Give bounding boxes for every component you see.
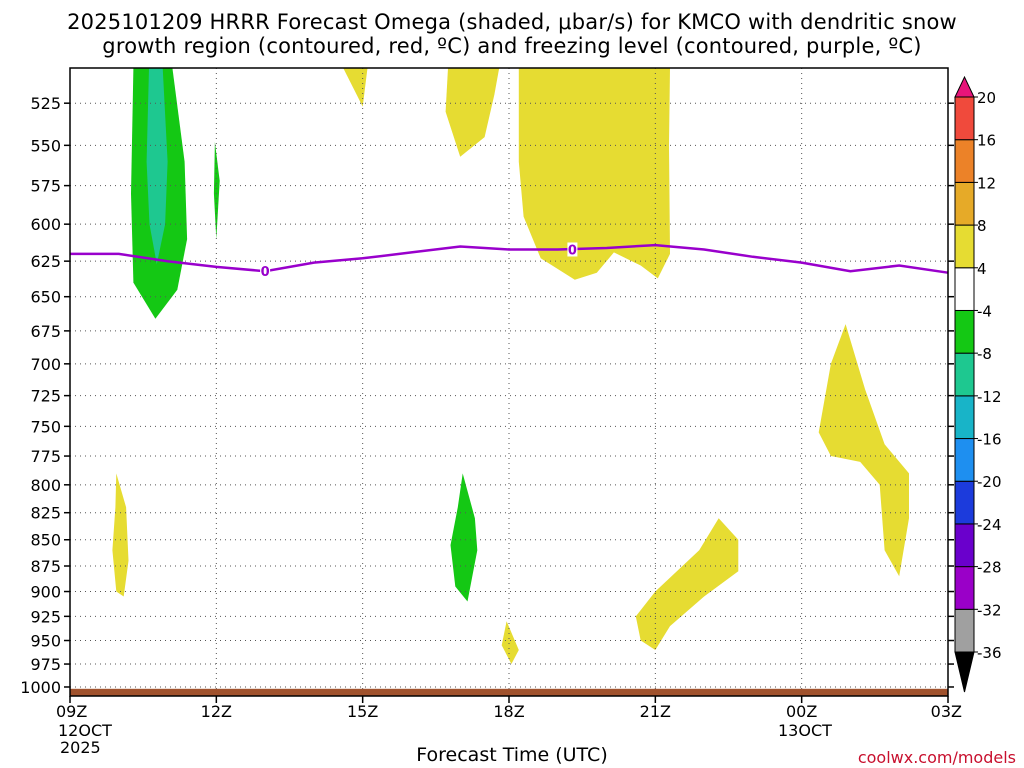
start-date-line1: 12OCT (58, 721, 112, 740)
x-tick-label: 21Z (640, 702, 671, 721)
freezing-level-label: 0 (261, 265, 270, 280)
y-axis-ticks: 525 550 575 600 625 650 675 700 725 750 775 800 825 8… (20, 94, 954, 697)
x-tick-label: 00Z (786, 702, 817, 721)
downward-motion-area (343, 68, 368, 107)
downward-motion-area (112, 473, 129, 597)
colorbar-label: -12 (977, 388, 1002, 406)
y-tick-label: 975 (30, 655, 61, 674)
y-tick-label: 575 (30, 177, 61, 196)
downward-motion-area (818, 324, 909, 577)
colorbar-label: 8 (977, 217, 987, 235)
colorbar-box (954, 566, 975, 610)
x-tick-label: 18Z (493, 702, 524, 721)
x-tick-label: 09Z (56, 702, 87, 721)
colorbar-box (954, 395, 975, 440)
y-tick-label: 600 (30, 215, 61, 234)
omega-shading (112, 68, 909, 664)
x-tick-label: 15Z (347, 702, 378, 721)
colorbar-label: -4 (977, 302, 992, 320)
colorbar-label: -24 (977, 516, 1002, 534)
contour-label-bg (260, 264, 271, 279)
colorbar-label: -32 (977, 601, 1002, 619)
colorbar: -36 -32 -28 -24 -20 -16 -12 -8 -4 4 8 12 16 20 (954, 75, 1002, 693)
downward-motion-area (635, 518, 739, 650)
colorbar-max-arrow (954, 75, 975, 98)
colorbar-box (954, 139, 975, 183)
colorbar-box (954, 267, 975, 311)
colorbar-box (954, 438, 975, 482)
contour-label-bg (567, 242, 578, 257)
colorbar-label: 12 (977, 174, 996, 192)
y-tick-label: 875 (30, 557, 61, 576)
colorbar-label: -36 (977, 644, 1002, 662)
colorbar-box (954, 224, 975, 269)
y-tick-label: 900 (30, 583, 61, 602)
chart-title-line2: growth region (contoured, red, ºC) and f… (102, 34, 922, 58)
x-axis-ticks: 09Z 12Z 15Z 18Z 21Z 00Z 03Z (56, 696, 962, 721)
colorbar-box (954, 309, 975, 354)
y-tick-label: 625 (30, 252, 61, 271)
plot-frame (69, 67, 949, 697)
y-tick-label: 750 (30, 417, 61, 436)
grid-lines (70, 68, 948, 696)
freezing-level-contour: 00 (70, 242, 949, 280)
y-tick-label: 725 (30, 387, 61, 406)
chart-title-line1: 2025101209 HRRR Forecast Omega (shaded, … (67, 10, 957, 34)
freezing-level-label: 0 (568, 243, 577, 258)
x-tick-label: 12Z (201, 702, 232, 721)
y-tick-label: 675 (30, 322, 61, 341)
colorbar-box (954, 181, 975, 226)
colorbar-label: -16 (977, 431, 1002, 449)
downward-motion-area (518, 68, 670, 280)
y-tick-label: 1000 (20, 678, 61, 697)
y-tick-label: 525 (30, 94, 61, 113)
terrain (70, 688, 948, 696)
colorbar-label: -28 (977, 559, 1002, 577)
x-tick-label: 03Z (931, 702, 962, 721)
terrain-strip (70, 688, 948, 696)
colorbar-label: 20 (977, 89, 996, 107)
y-tick-label: 550 (30, 136, 61, 155)
colorbar-label: 16 (977, 132, 996, 150)
x-axis-title: Forecast Time (UTC) (416, 744, 608, 766)
start-date-line2: 2025 (60, 738, 101, 757)
y-tick-label: 650 (30, 288, 61, 307)
colorbar-min-arrow (954, 651, 975, 693)
colorbar-box (954, 352, 975, 397)
colorbar-box (954, 480, 975, 525)
mid-date-label: 13OCT (778, 721, 832, 740)
y-tick-label: 800 (30, 476, 61, 495)
y-tick-label: 825 (30, 504, 61, 523)
upward-motion-area (213, 142, 220, 240)
colorbar-label: -8 (977, 345, 992, 363)
y-tick-label: 925 (30, 607, 61, 626)
y-tick-label: 950 (30, 632, 61, 651)
upward-motion-core-area (146, 68, 168, 265)
colorbar-label: -20 (977, 473, 1002, 491)
colorbar-box (954, 96, 975, 141)
downward-motion-area (445, 68, 500, 157)
y-tick-label: 700 (30, 355, 61, 374)
colorbar-box (954, 608, 975, 653)
colorbar-box (954, 523, 975, 568)
upward-motion-area (450, 473, 478, 602)
freezing-level-line (70, 243, 949, 274)
y-tick-label: 850 (30, 531, 61, 550)
y-tick-label: 775 (30, 447, 61, 466)
colorbar-label: 4 (977, 260, 987, 278)
downward-motion-area (501, 621, 519, 664)
credit-link[interactable]: coolwx.com/models (857, 748, 1016, 767)
